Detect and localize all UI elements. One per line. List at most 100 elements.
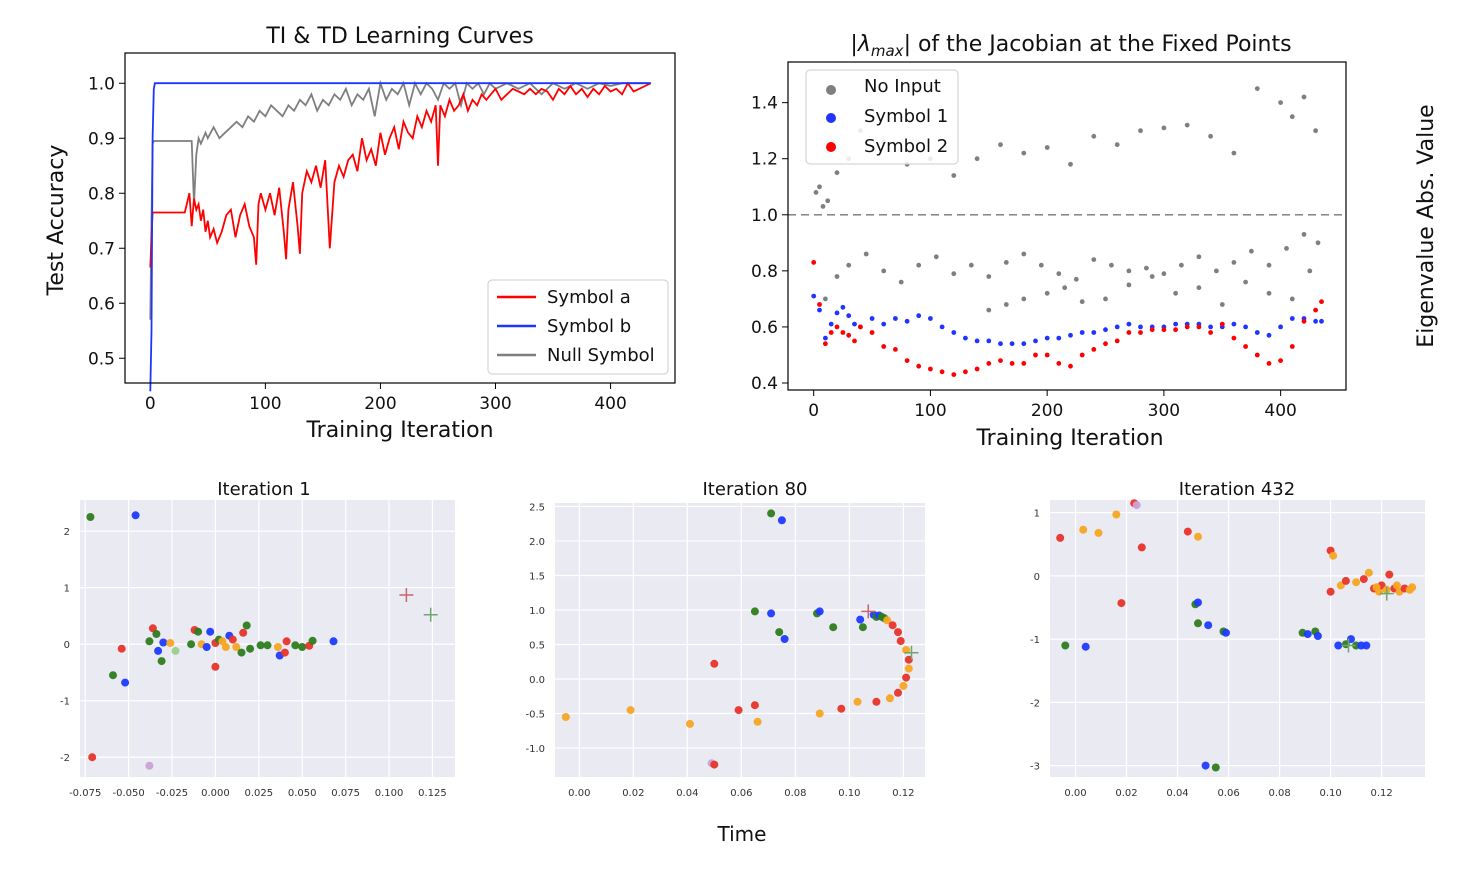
scatter-point (899, 681, 908, 690)
plus-marker (861, 604, 876, 619)
point-symbol-1 (1231, 321, 1237, 327)
x-tick-label: 200 (364, 394, 396, 414)
scatter-point (1364, 568, 1373, 577)
x-tick-label: 0.00 (1064, 788, 1086, 799)
point-symbol-2 (1319, 299, 1324, 305)
scatter-point (171, 646, 180, 655)
point-no-input (1021, 296, 1027, 302)
scatter-point (710, 760, 719, 769)
legend-label-symbol-1: Symbol 1 (864, 106, 948, 127)
point-symbol-2 (1044, 352, 1050, 358)
scatter-point (206, 627, 215, 636)
scatter-point (145, 637, 154, 646)
point-symbol-2 (998, 358, 1003, 363)
point-symbol-2 (1068, 363, 1073, 369)
scatter-point (1132, 501, 1141, 510)
point-symbol-1 (1278, 324, 1283, 330)
point-symbol-2 (951, 372, 957, 377)
x-tick-label: 0.050 (288, 788, 317, 799)
point-symbol-2 (828, 330, 834, 335)
point-symbol-2 (1231, 335, 1237, 341)
point-no-input (1214, 268, 1219, 274)
point-no-input (1114, 142, 1120, 148)
x-tick-label: 0.02 (1115, 788, 1137, 799)
point-symbol-1 (1126, 321, 1132, 327)
scatter-point (202, 643, 211, 651)
point-no-input (846, 262, 852, 268)
scatter-point (872, 697, 881, 706)
y-tick-label: 0.5 (529, 640, 545, 651)
x-tick-label: -0.075 (69, 788, 101, 799)
point-symbol-2 (1196, 324, 1202, 330)
point-symbol-2 (823, 341, 828, 347)
point-symbol-2 (1184, 324, 1190, 330)
scatter-point (1326, 587, 1335, 596)
point-symbol-1 (1021, 341, 1027, 347)
legend: No Input Symbol 1 Symbol 2 (805, 69, 959, 165)
scatter-point (239, 628, 248, 637)
series-line-null-symbol (149, 79, 651, 320)
scatter-point (1385, 570, 1394, 579)
point-no-input (813, 190, 819, 195)
y-tick-label: -3 (1030, 762, 1040, 773)
point-symbol-1 (1319, 318, 1324, 324)
point-no-input (1068, 161, 1073, 167)
point-no-input (1149, 274, 1155, 279)
point-no-input (1021, 150, 1027, 156)
x-tick-label: 0.08 (784, 788, 806, 799)
chart-title: TI & TD Learning Curves (265, 24, 533, 49)
y-tick-label: -2 (1030, 698, 1040, 709)
scatter-point (753, 717, 762, 726)
point-symbol-2 (963, 369, 968, 375)
point-symbol-2 (986, 361, 992, 366)
y-tick-label: -1 (60, 697, 70, 708)
x-tick-label: 0.04 (676, 788, 698, 799)
point-symbol-2 (834, 324, 840, 330)
point-symbol-2 (1208, 330, 1213, 335)
scatter-point (282, 637, 291, 646)
scatter-point (159, 638, 168, 647)
point-symbol-1 (1114, 324, 1120, 330)
scatter-point (561, 713, 570, 721)
y-tick-label: -2 (60, 753, 70, 764)
point-symbol-2 (840, 330, 846, 335)
x-tick-label: 300 (1148, 401, 1180, 421)
scatter-point (1408, 583, 1417, 592)
point-symbol-1 (1079, 330, 1085, 335)
point-symbol-2 (852, 338, 857, 344)
scatter-point (626, 706, 635, 715)
x-tick-label: 200 (1031, 401, 1063, 421)
point-no-input (968, 262, 974, 268)
iteration-1-scatter: Iteration 1 -0.075 -0.050 -0.025 0.000 0.025… (60, 479, 455, 799)
scatter-point (211, 662, 220, 671)
scatter-point (885, 694, 894, 703)
scatter-point (1372, 583, 1381, 592)
point-no-input (1091, 257, 1097, 262)
scatter-point (904, 664, 913, 673)
point-symbol-1 (928, 316, 933, 321)
plot-area: -0.075 -0.050 -0.025 0.000 0.025 0.050 0.075 0.… (60, 500, 455, 799)
y-tick-label: 0.0 (529, 675, 545, 686)
y-axis-label: Test Accuracy (44, 145, 69, 297)
scatter-point (750, 701, 759, 710)
plot-area: 0.00 0.02 0.04 0.06 0.08 0.10 0.12 -1.0 -0.5 0.0 0… (525, 502, 925, 799)
point-no-input (1044, 290, 1050, 296)
scatter-point (157, 657, 166, 666)
point-no-input (1038, 262, 1044, 268)
x-tick-label: 0.00 (568, 788, 590, 799)
scatter-point (242, 621, 251, 630)
scatter-point (187, 640, 196, 649)
scatter-point (109, 671, 117, 680)
point-no-input (986, 307, 992, 313)
point-no-input (1003, 260, 1009, 265)
point-no-input (1044, 145, 1050, 150)
plot-area: 0.00 0.02 0.04 0.06 0.08 0.10 0.12 -3 -2 -1 0 1 (1030, 499, 1425, 799)
point-symbol-2 (904, 358, 910, 363)
x-tick-label: 100 (249, 394, 281, 414)
legend-swatch-symbol-1 (826, 113, 836, 123)
y-tick-label: 0.6 (88, 294, 115, 314)
y-tick-label: 0.9 (88, 129, 115, 149)
point-symbol-2 (1313, 307, 1318, 313)
y-tick-label: 0 (64, 640, 70, 651)
plot-frame (787, 61, 1347, 391)
